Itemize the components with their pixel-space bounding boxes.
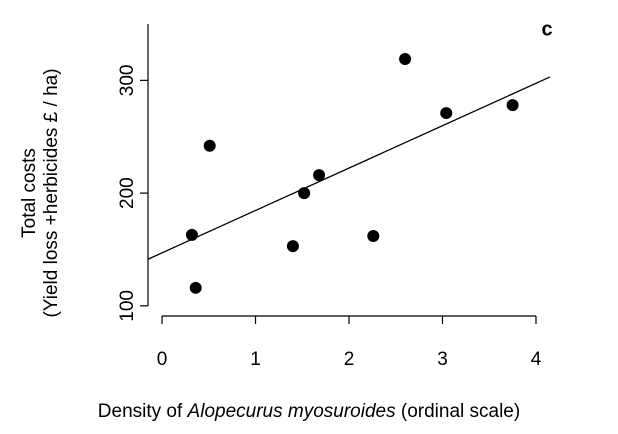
x-tick-label: 1 xyxy=(250,349,261,370)
y-label-line: Total costs xyxy=(19,148,40,238)
point xyxy=(189,281,202,294)
point xyxy=(506,99,519,112)
point xyxy=(367,229,380,242)
point xyxy=(399,52,412,65)
fit-line xyxy=(147,76,551,260)
y-axis-title: Total costs (Yield loss +herbicides £ / … xyxy=(19,68,62,317)
panel-label: c xyxy=(541,18,552,40)
y-label-line: (Yield loss +herbicides £ / ha) xyxy=(41,68,62,317)
x-label-part: Alopecurus myosuroides xyxy=(187,401,397,422)
x-tick-label: 2 xyxy=(344,349,355,370)
y-tick-label: 300 xyxy=(117,65,138,97)
y-tick-label: 200 xyxy=(117,177,138,209)
x-label-part: Density of xyxy=(98,401,188,422)
x-axis-title: Density of Alopecurus myosuroides (ordin… xyxy=(98,401,520,422)
point xyxy=(286,240,299,253)
x-tick-label: 3 xyxy=(437,349,448,370)
point xyxy=(185,228,198,241)
point xyxy=(313,169,326,182)
x-tick-label: 0 xyxy=(157,349,168,370)
point xyxy=(298,187,311,200)
x-tick-label: 4 xyxy=(531,349,542,370)
x-label-part: (ordinal scale) xyxy=(396,401,521,422)
point xyxy=(203,139,216,152)
point xyxy=(440,107,453,120)
y-tick-label: 100 xyxy=(117,290,138,322)
